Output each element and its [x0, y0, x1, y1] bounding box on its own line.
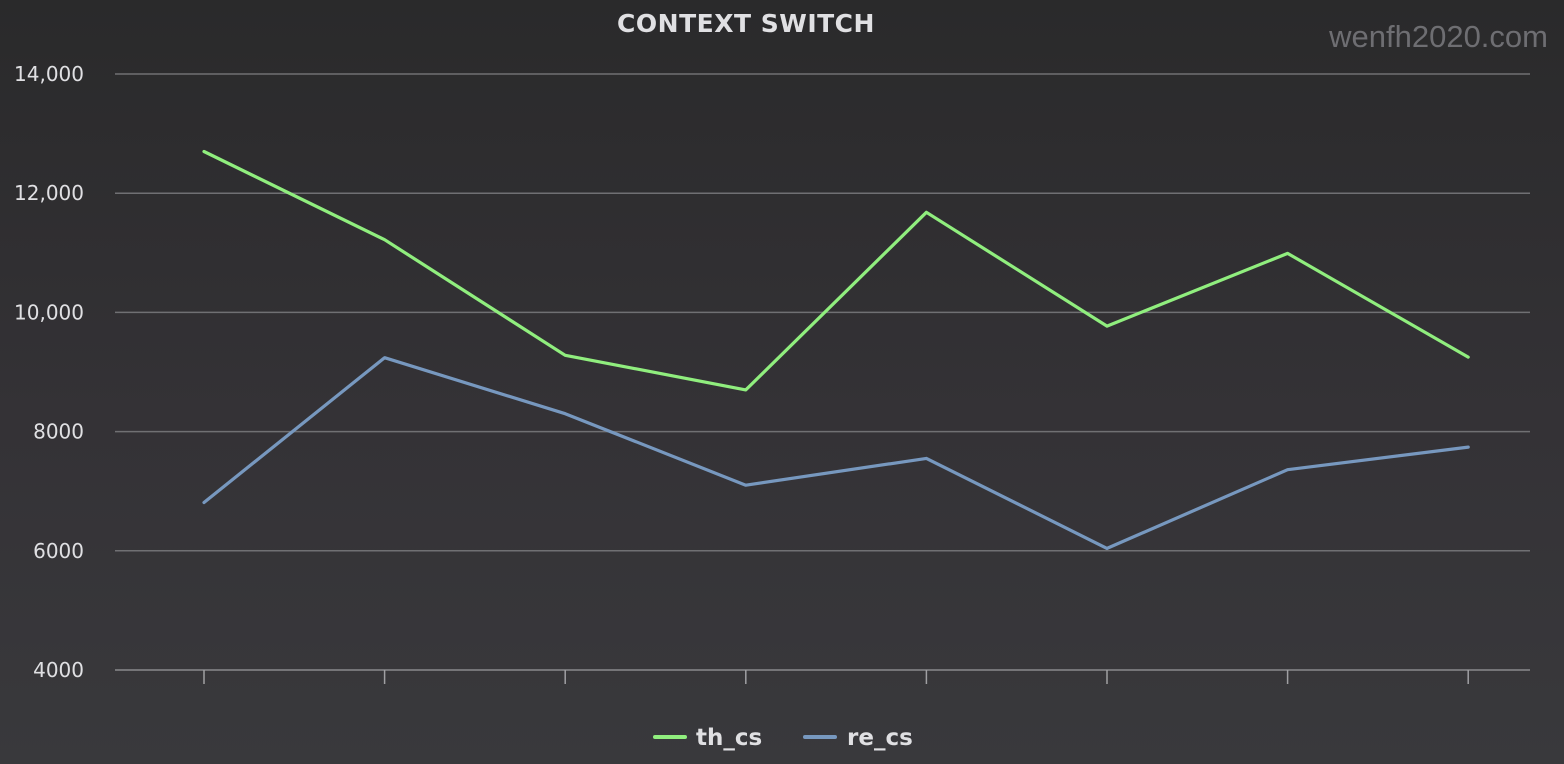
gridlines [115, 73, 1530, 671]
legend-item-th-cs[interactable]: th_cs [653, 725, 762, 751]
legend: th_cs re_cs [653, 725, 913, 751]
y-tick-label: 10,000 [14, 300, 84, 324]
y-tick-label: 12,000 [14, 181, 84, 205]
series-line-re-cs[interactable] [202, 356, 1470, 551]
x-axis-tick-marks [203, 670, 1469, 684]
chart-title: CONTEXT SWITCH [617, 9, 875, 38]
y-tick-label: 6000 [33, 539, 84, 563]
y-axis-tick-labels: 4000 6000 8000 10,000 12,000 14,000 [14, 62, 84, 682]
legend-label: re_cs [847, 725, 913, 751]
series-line-th-cs[interactable] [202, 149, 1470, 392]
y-tick-label: 4000 [33, 658, 84, 682]
series-lines [202, 149, 1470, 551]
y-tick-label: 14,000 [14, 62, 84, 86]
watermark: wenfh2020.com [1328, 19, 1548, 54]
legend-label: th_cs [696, 725, 762, 751]
legend-item-re-cs[interactable]: re_cs [803, 725, 913, 751]
y-tick-label: 8000 [33, 420, 84, 444]
